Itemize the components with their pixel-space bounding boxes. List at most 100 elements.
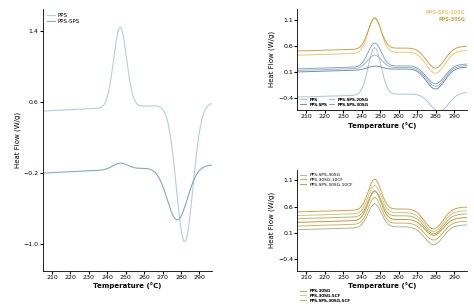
PPS-SPS [168, 208, 173, 212]
PPS-SPS-30SG [338, 66, 344, 69]
PPS-SPS [324, 69, 330, 73]
PPS-SPS-30SG [371, 41, 377, 45]
PPS-SPS [395, 67, 401, 71]
PPS-SPS-10SG [324, 53, 330, 56]
PPS-SPS-20SG [324, 68, 330, 71]
PPS-30SG-5CF [395, 211, 401, 215]
PPS [436, 109, 442, 113]
Line: PPS-SPS: PPS-SPS [43, 163, 212, 220]
PPS-30SG [372, 17, 378, 20]
PPS-SPS-20SG [433, 85, 438, 88]
PPS-30SG [395, 46, 401, 50]
Legend: PPS, PPS-SPS: PPS, PPS-SPS [46, 12, 81, 25]
PPS-30SG [433, 66, 438, 70]
PPS-SPS-10SG [371, 16, 377, 19]
PPS-30SG-10CF [464, 219, 470, 223]
PPS-SPS [210, 163, 215, 167]
PPS-SPS-10SG [422, 61, 428, 65]
PPS-SPS-30SG-10CF [294, 221, 300, 224]
Line: PPS-30SG: PPS-30SG [297, 19, 467, 68]
PPS-SPS-10SG [433, 71, 438, 75]
PPS-SPS-30SG [433, 82, 438, 85]
PPS-SPS [433, 87, 438, 91]
PPS-SPS-30SG-5CF [395, 214, 401, 218]
PPS-SPS-20SG [372, 53, 378, 57]
PPS [422, 98, 428, 101]
PPS-SPS-20SG [464, 64, 470, 67]
PPS-SPS-30SG [324, 227, 330, 231]
PPS-30SG [294, 49, 300, 53]
PPS [395, 92, 401, 96]
PPS-30SG-5CF [371, 184, 377, 188]
PPS-SPS [338, 69, 344, 73]
PPS-SPS-30SG [422, 237, 428, 240]
PPS [371, 46, 377, 50]
PPS-30SG [422, 57, 428, 60]
PPS-SPS-30SG-5CF [464, 212, 470, 216]
PPS-SPS-30SG [408, 64, 414, 68]
Line: PPS-SPS-20SG: PPS-SPS-20SG [297, 55, 467, 86]
X-axis label: Temperature (°C): Temperature (°C) [348, 282, 416, 289]
PPS-30SG [408, 208, 414, 212]
Line: PPS-30SG-10CF: PPS-30SG-10CF [297, 198, 467, 240]
PPS-30SG [395, 207, 401, 211]
PPS-SPS [117, 161, 122, 165]
PPS-SPS [174, 218, 180, 222]
PPS-SPS-30SG-5CF [324, 216, 330, 220]
PPS [140, 104, 146, 108]
PPS-SPS [408, 67, 414, 71]
PPS [338, 94, 344, 98]
PPS-SPS-30SG [294, 228, 300, 232]
PPS-SPS-20SG [422, 76, 428, 79]
Line: PPS-SPS-30SG-10CF: PPS-SPS-30SG-10CF [297, 192, 467, 235]
PPS [154, 104, 159, 108]
PPS-30SG [371, 17, 377, 20]
PPS-30SG-10CF [324, 223, 330, 227]
Legend: PPS, PPS-SPS, PPS-SPS-20SG, PPS-SPS-30SG: PPS, PPS-SPS, PPS-SPS-20SG, PPS-SPS-30SG [300, 97, 370, 107]
PPS-30SG [430, 227, 436, 231]
PPS-30SG [371, 178, 377, 181]
PPS-SPS-10SG [395, 50, 401, 54]
Y-axis label: Heat Flow (W/g): Heat Flow (W/g) [269, 192, 275, 248]
PPS-SPS-30SG-5CF [294, 217, 300, 220]
PPS-SPS [372, 64, 378, 68]
Line: PPS-SPS: PPS-SPS [297, 66, 467, 89]
PPS-30SG-5CF [422, 223, 428, 227]
PPS-SPS [40, 171, 46, 175]
PPS-SPS-20SG [371, 54, 377, 57]
PPS-SPS-30SG [464, 62, 470, 66]
PPS-30SG-10CF [395, 221, 401, 225]
PPS-SPS [294, 70, 300, 74]
PPS-SPS-30SG-10CF [464, 216, 470, 219]
X-axis label: Temperature (°C): Temperature (°C) [348, 122, 416, 129]
PPS-30SG-5CF [324, 213, 330, 216]
Line: PPS: PPS [297, 48, 467, 111]
PPS-SPS-30SG [422, 74, 428, 77]
PPS-30SG-5CF [464, 209, 470, 212]
PPS-SPS-30SG [371, 202, 377, 206]
PPS-SPS-30SG-10CF [422, 228, 428, 232]
PPS-30SG [324, 48, 330, 52]
PPS-SPS [464, 65, 470, 69]
PPS-SPS-30SG-5CF [372, 189, 378, 193]
PPS-30SG [464, 205, 470, 209]
PPS-30SG [324, 209, 330, 213]
PPS-SPS-20SG [294, 69, 300, 72]
PPS-30SG-10CF [294, 224, 300, 228]
PPS [294, 95, 300, 99]
PPS [182, 240, 187, 244]
PPS-SPS-30SG-10CF [371, 190, 377, 193]
Line: PPS-30SG-5CF: PPS-30SG-5CF [297, 186, 467, 232]
PPS-SPS-20SG [338, 67, 344, 71]
Line: PPS-SPS-10SG: PPS-SPS-10SG [297, 17, 467, 73]
X-axis label: Temperature (°C): Temperature (°C) [93, 282, 162, 289]
PPS-SPS-30SG [395, 64, 401, 68]
PPS-SPS-10SG [408, 51, 414, 54]
PPS-SPS-10SG [294, 54, 300, 57]
PPS-SPS-30SG-5CF [338, 216, 344, 219]
Line: PPS-30SG: PPS-30SG [297, 179, 467, 229]
PPS-SPS-30SG-10CF [324, 220, 330, 223]
PPS-30SG-10CF [408, 222, 414, 226]
PPS-SPS [70, 170, 75, 174]
PPS-SPS-30SG [372, 202, 378, 206]
